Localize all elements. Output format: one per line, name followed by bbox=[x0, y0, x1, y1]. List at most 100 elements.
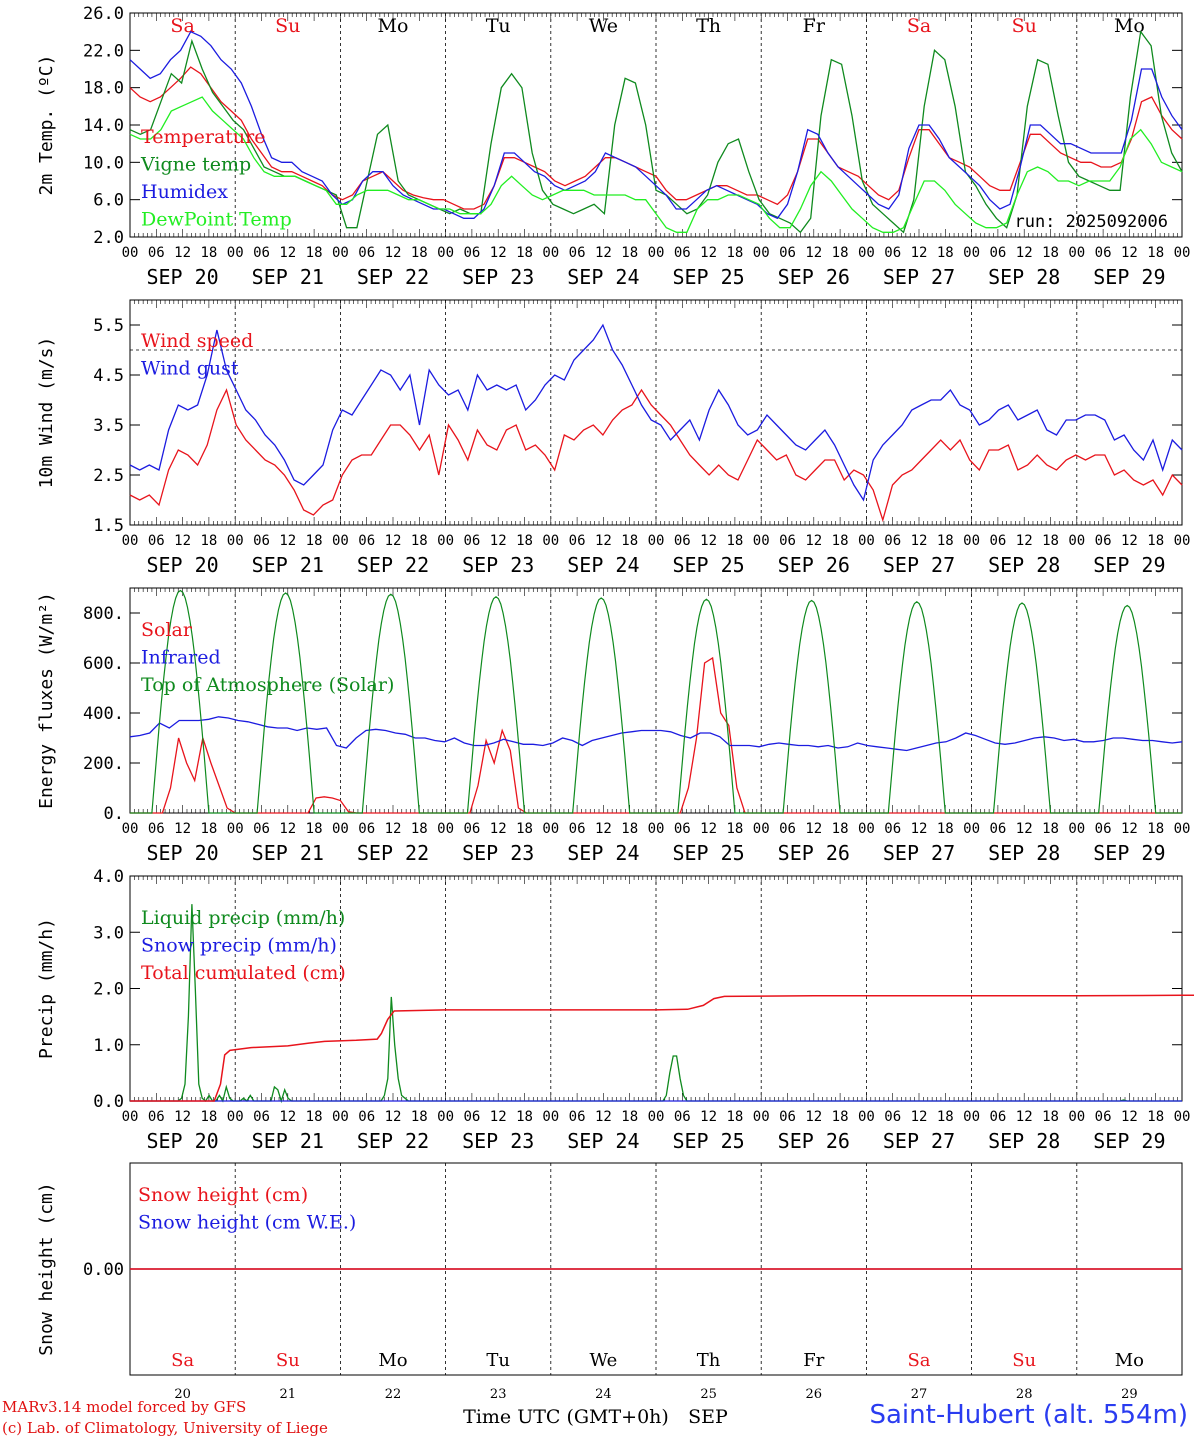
hour-label: 06 bbox=[884, 1109, 901, 1125]
series-wind-speed bbox=[129, 388, 1183, 523]
hour-label: 18 bbox=[411, 533, 428, 549]
hour-label: 18 bbox=[621, 245, 638, 261]
date-label: SEP 28 bbox=[988, 553, 1060, 577]
hour-label: 18 bbox=[411, 821, 428, 837]
hour-label: 06 bbox=[148, 245, 165, 261]
hour-label: 18 bbox=[306, 821, 323, 837]
y-tick-label: 2.0 bbox=[93, 228, 124, 248]
hour-label: 12 bbox=[385, 245, 402, 261]
date-label: SEP 23 bbox=[462, 553, 534, 577]
day-name-label: Tu bbox=[486, 15, 511, 37]
day-number-label: 26 bbox=[806, 1387, 823, 1402]
date-label: SEP 29 bbox=[1093, 1129, 1165, 1153]
hour-label: 00 bbox=[753, 245, 770, 261]
day-name-label: Fr bbox=[803, 15, 826, 37]
hour-label: 00 bbox=[753, 821, 770, 837]
y-tick-label: 6.0 bbox=[93, 191, 124, 211]
hour-label: 12 bbox=[700, 1109, 717, 1125]
hour-label: 18 bbox=[1147, 1109, 1164, 1125]
y-tick-label: 5.5 bbox=[93, 316, 124, 336]
hour-label: 12 bbox=[805, 821, 822, 837]
legend-entry: Snow height (cm) bbox=[138, 1184, 308, 1206]
hour-label: 00 bbox=[227, 533, 244, 549]
legend-entry: Liquid precip (mm/h) bbox=[141, 907, 345, 929]
hour-label: 18 bbox=[726, 245, 743, 261]
date-label: SEP 27 bbox=[883, 265, 955, 289]
hour-label: 06 bbox=[674, 245, 691, 261]
hour-label: 18 bbox=[1147, 821, 1164, 837]
hour-label: 06 bbox=[674, 533, 691, 549]
series-dewpoint-temp bbox=[129, 96, 1183, 233]
hour-label: 18 bbox=[1042, 1109, 1059, 1125]
legend-entry: Vigne temp bbox=[140, 154, 251, 176]
hour-label: 06 bbox=[358, 821, 375, 837]
day-name-label: Su bbox=[275, 15, 300, 37]
hour-label: 12 bbox=[1016, 533, 1033, 549]
hour-label: 00 bbox=[542, 245, 559, 261]
hour-label: 06 bbox=[253, 1109, 270, 1125]
hour-label: 00 bbox=[1174, 1109, 1191, 1125]
hour-label: 06 bbox=[253, 821, 270, 837]
hour-label: 06 bbox=[253, 533, 270, 549]
hour-label: 06 bbox=[358, 533, 375, 549]
y-tick-label: 10.0 bbox=[83, 153, 124, 173]
series-infrared bbox=[129, 716, 1183, 752]
hour-label: 06 bbox=[884, 245, 901, 261]
hour-label: 00 bbox=[332, 821, 349, 837]
hour-label: 00 bbox=[858, 533, 875, 549]
date-label: SEP 22 bbox=[357, 553, 429, 577]
date-label: SEP 26 bbox=[778, 553, 850, 577]
day-name-label: Fr bbox=[803, 1350, 824, 1371]
date-label: SEP 20 bbox=[146, 841, 218, 865]
series-top-of-atmosphere-solar bbox=[130, 589, 1182, 814]
hour-label: 00 bbox=[332, 533, 349, 549]
x-axis-label: Time UTC (GMT+0h) bbox=[463, 1406, 669, 1428]
hour-label: 18 bbox=[621, 821, 638, 837]
y-axis-label: 10m Wind (m/s) bbox=[36, 337, 57, 489]
legend-entry: Top of Atmosphere (Solar) bbox=[141, 674, 394, 696]
hour-label: 00 bbox=[227, 1109, 244, 1125]
hour-label: 00 bbox=[963, 1109, 980, 1125]
hour-label: 06 bbox=[1095, 1109, 1112, 1125]
hour-label: 12 bbox=[1121, 533, 1138, 549]
hour-label: 06 bbox=[1095, 533, 1112, 549]
hour-label: 00 bbox=[332, 1109, 349, 1125]
hour-label: 12 bbox=[279, 821, 296, 837]
day-name-label: Mo bbox=[378, 15, 409, 37]
day-name-label: We bbox=[590, 1350, 618, 1371]
day-name-label: Mo bbox=[1114, 15, 1145, 37]
hour-label: 00 bbox=[963, 533, 980, 549]
hour-label: 06 bbox=[884, 821, 901, 837]
hour-label: 12 bbox=[174, 533, 191, 549]
day-number-label: 29 bbox=[1121, 1387, 1138, 1402]
legend-entry: Temperature bbox=[141, 126, 265, 148]
hour-label: 00 bbox=[437, 821, 454, 837]
series-total-cumulated-cm bbox=[130, 994, 1194, 1102]
hour-label: 06 bbox=[884, 533, 901, 549]
hour-label: 12 bbox=[490, 1109, 507, 1125]
y-tick-label: 1.0 bbox=[93, 1036, 124, 1056]
hour-label: 18 bbox=[516, 1109, 533, 1125]
series-wind-gust bbox=[129, 323, 1183, 502]
hour-label: 12 bbox=[700, 245, 717, 261]
hour-label: 06 bbox=[779, 245, 796, 261]
y-axis-label: Snow height (cm) bbox=[36, 1182, 57, 1355]
hour-label: 06 bbox=[148, 533, 165, 549]
hour-label: 06 bbox=[1095, 821, 1112, 837]
hour-label: 18 bbox=[937, 245, 954, 261]
legend-entry: Solar bbox=[141, 619, 193, 641]
hour-label: 18 bbox=[1042, 245, 1059, 261]
y-tick-label: 2.5 bbox=[93, 466, 124, 486]
hour-label: 00 bbox=[542, 821, 559, 837]
hour-label: 00 bbox=[542, 533, 559, 549]
date-label: SEP 26 bbox=[778, 1129, 850, 1153]
hour-label: 00 bbox=[963, 245, 980, 261]
hour-label: 18 bbox=[200, 245, 217, 261]
hour-label: 12 bbox=[1016, 245, 1033, 261]
hour-label: 06 bbox=[779, 821, 796, 837]
hour-label: 00 bbox=[1068, 245, 1085, 261]
day-name-label: Su bbox=[276, 1350, 300, 1371]
hour-label: 00 bbox=[1174, 821, 1191, 837]
hour-label: 06 bbox=[989, 1109, 1006, 1125]
